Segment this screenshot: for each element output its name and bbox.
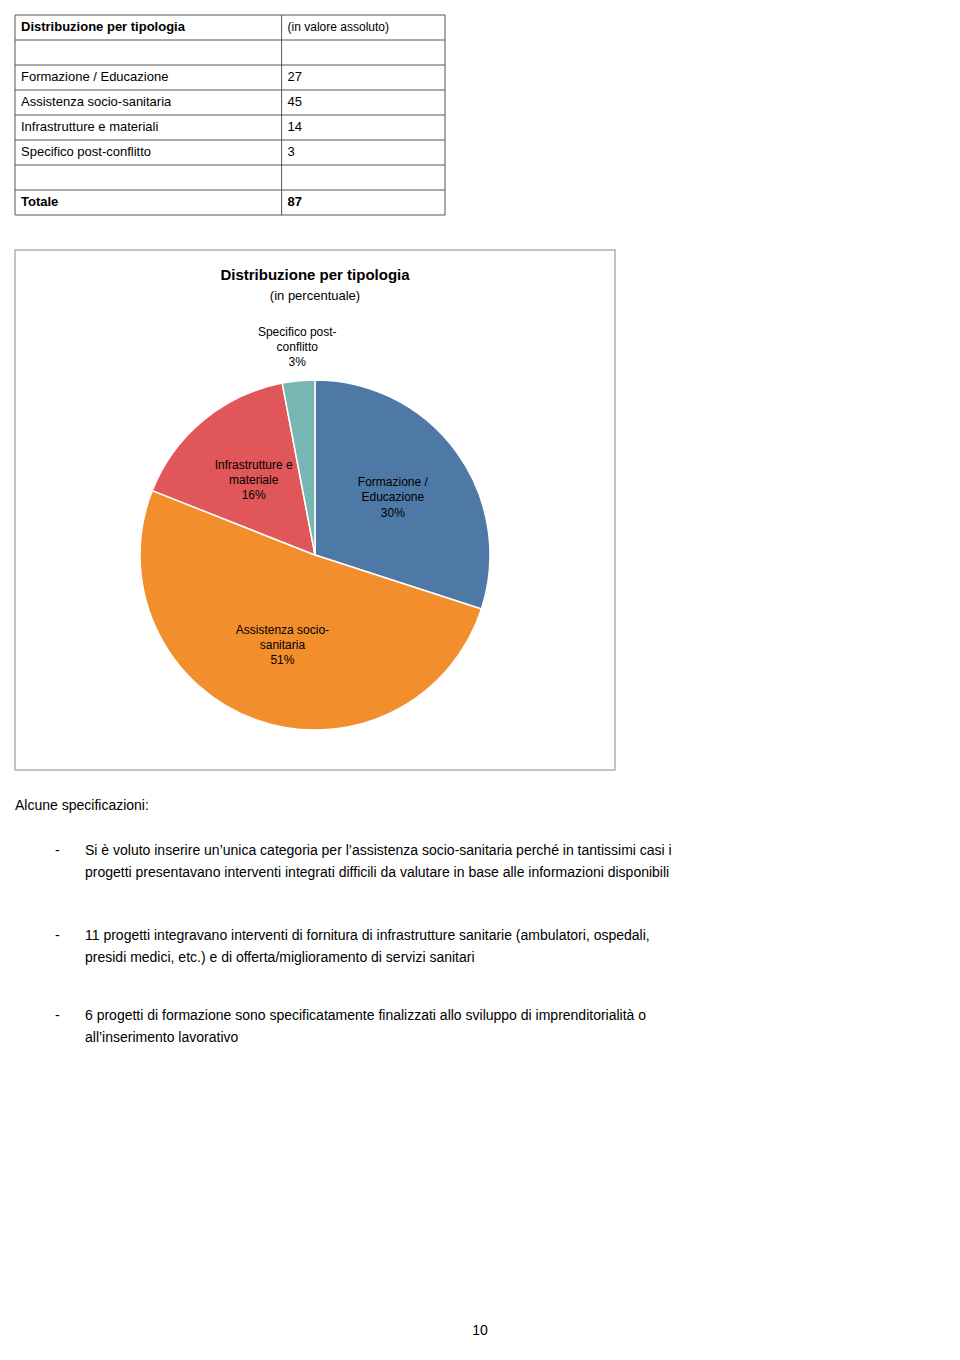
table-rule (15, 190, 445, 191)
notes: Alcune specificazioni: - Si è voluto inser… (15, 797, 672, 1045)
bullet-line: Si è voluto inserire un’unica categoria … (85, 842, 672, 858)
bullet-marker: - (55, 1007, 60, 1023)
table-value: 27 (288, 69, 302, 84)
bullet-line: 6 progetti di formazione sono specificat… (85, 1007, 646, 1023)
bullet-line: progetti presentavano interventi integra… (85, 864, 669, 880)
slice-label: Infrastrutture emateriale (215, 458, 293, 487)
table-header: (in valore assoluto) (288, 20, 389, 34)
bullet-line: presidi medici, etc.) e di offerta/migli… (85, 949, 475, 965)
table-rule (15, 90, 445, 91)
table-category: Infrastrutture e materiali (21, 119, 158, 134)
table-value: 45 (288, 94, 302, 109)
pie-slices (140, 380, 490, 730)
table-header: Distribuzione per tipologia (21, 19, 186, 34)
bullet-marker: - (55, 842, 60, 858)
table-rule (15, 165, 445, 166)
data-label: 16% (242, 488, 266, 502)
chart-subtitle: (in percentuale) (270, 288, 360, 303)
pie-frame (15, 250, 615, 770)
table-category: Formazione / Educazione (21, 69, 168, 84)
slice-label-line: Formazione / (358, 476, 429, 490)
slice-label: Formazione /Educazione (358, 476, 429, 505)
table-value: 87 (288, 194, 302, 209)
bullet-marker: - (55, 927, 60, 943)
bullet-line: all’inserimento lavorativo (85, 1029, 239, 1045)
slice-label-line: sanitaria (260, 638, 306, 652)
table-value: 14 (288, 119, 302, 134)
table-rule (15, 115, 445, 116)
notes-heading: Alcune specificazioni: (15, 797, 149, 813)
table-rule (15, 40, 445, 41)
pie-panel: Distribuzione per tipologia (in percentua… (15, 250, 615, 770)
slice-label-line: Educazione (362, 491, 425, 505)
slice-label-line: Infrastrutture e (215, 458, 293, 472)
data-label: 30% (381, 506, 405, 520)
table: Distribuzione per tipologia (in valore as… (15, 15, 445, 215)
table-rule (15, 15, 16, 215)
table-rule (15, 15, 445, 16)
data-label: 3% (289, 355, 307, 369)
table-rule (15, 140, 445, 141)
slice-label: Assistenza socio-sanitaria (236, 623, 329, 652)
table-rule (281, 15, 282, 215)
slice-label-line: Assistenza socio- (236, 623, 329, 637)
slice-label: Specifico post-conflitto (258, 325, 337, 354)
page: Distribuzione per tipologia (in valore as… (0, 0, 960, 1360)
slice-label-line: Specifico post- (258, 325, 337, 339)
pie-labels: Formazione /Educazione30% Assistenza soci… (215, 325, 429, 667)
table-rule (15, 215, 445, 216)
data-label: 51% (270, 653, 294, 667)
table-rule (445, 15, 446, 215)
page-number: 10 (472, 1322, 488, 1338)
slice-label-line: materiale (229, 473, 279, 487)
table-category: Assistenza socio-sanitaria (21, 94, 172, 109)
table-category: Totale (21, 194, 58, 209)
chart-title: Distribuzione per tipologia (220, 266, 410, 283)
slice-label-line: conflitto (277, 340, 319, 354)
bullet-line: 11 progetti integravano interventi di fo… (85, 927, 650, 943)
table-rule (15, 65, 445, 66)
table-category: Specifico post-conflitto (21, 144, 151, 159)
table-value: 3 (288, 144, 295, 159)
